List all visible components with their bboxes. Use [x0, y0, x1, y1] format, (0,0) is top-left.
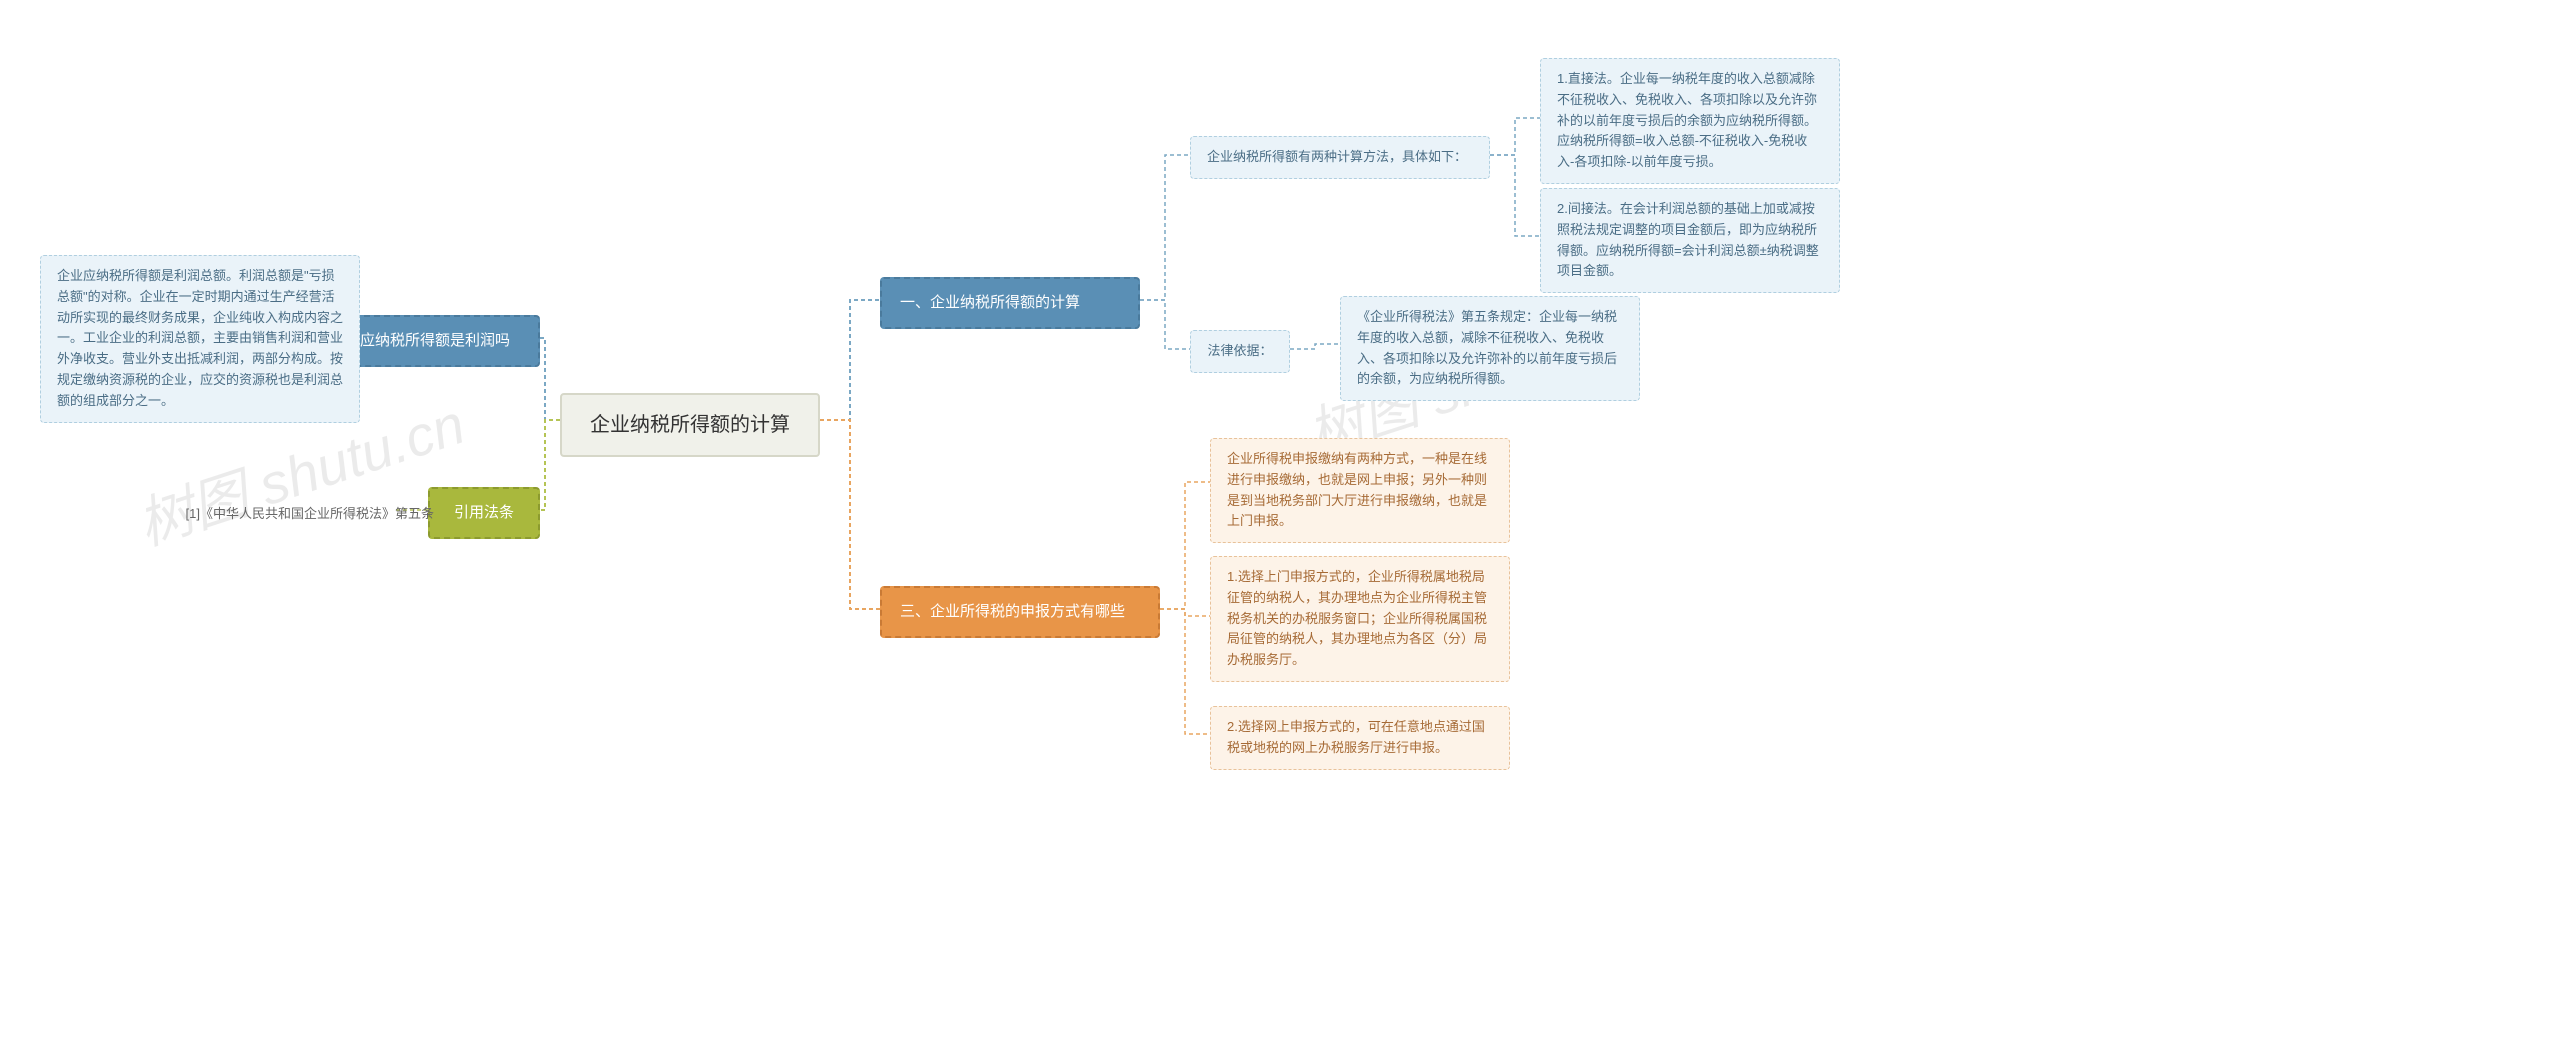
leaf-indirect-method: 2.间接法。在会计利润总额的基础上加或减按照税法规定调整的项目金额后，即为应纳税… — [1540, 188, 1840, 293]
leaf-declare-online: 2.选择网上申报方式的，可在任意地点通过国税或地税的网上办税服务厅进行申报。 — [1210, 706, 1510, 770]
leaf-is-profit-text: 企业应纳税所得额是利润总额。利润总额是"亏损总额"的对称。企业在一定时期内通过生… — [40, 255, 360, 423]
leaf-declare-overview: 企业所得税申报缴纳有两种方式，一种是在线进行申报缴纳，也就是网上申报；另外一种则… — [1210, 438, 1510, 543]
leaf-citation-text: [1]《中华人民共和国企业所得税法》第五条 — [165, 497, 435, 532]
leaf-legal-basis-label: 法律依据： — [1190, 330, 1290, 373]
leaf-declare-inperson: 1.选择上门申报方式的，企业所得税属地税局征管的纳税人，其办理地点为企业所得税主… — [1210, 556, 1510, 682]
branch-declare-methods: 三、企业所得税的申报方式有哪些 — [880, 586, 1160, 638]
leaf-two-methods: 企业纳税所得额有两种计算方法，具体如下： — [1190, 136, 1490, 179]
center-node: 企业纳税所得额的计算 — [560, 393, 820, 457]
branch-citation: 引用法条 — [428, 487, 540, 539]
branch-calc-methods: 一、企业纳税所得额的计算 — [880, 277, 1140, 329]
leaf-direct-method: 1.直接法。企业每一纳税年度的收入总额减除不征税收入、免税收入、各项扣除以及允许… — [1540, 58, 1840, 184]
leaf-legal-basis-text: 《企业所得税法》第五条规定：企业每一纳税年度的收入总额，减除不征税收入、免税收入… — [1340, 296, 1640, 401]
